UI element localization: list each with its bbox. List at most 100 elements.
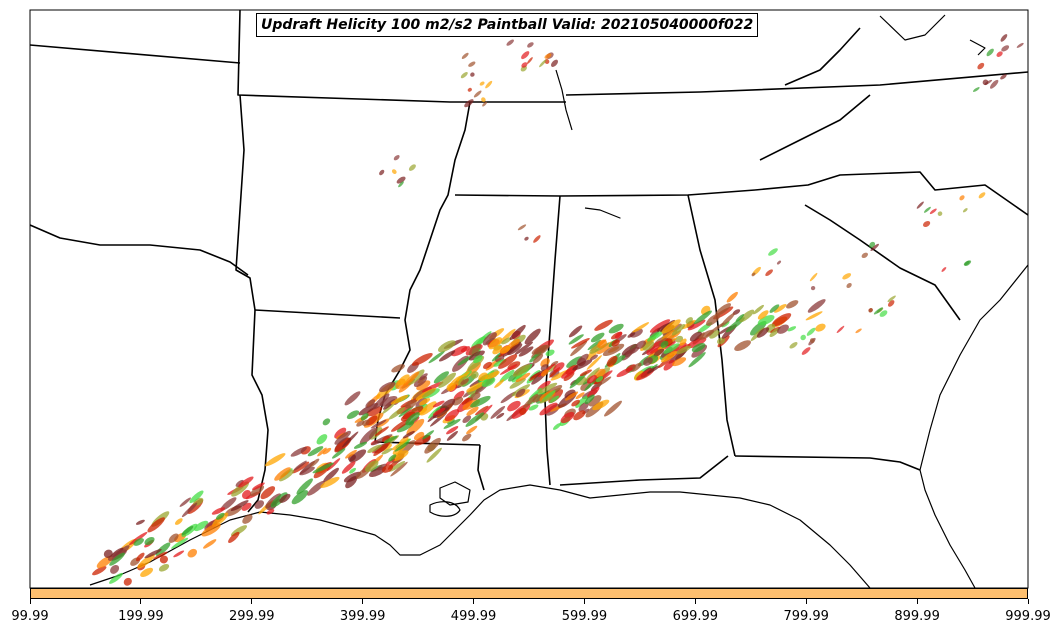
paintball-blob <box>203 539 217 549</box>
paintball-blob <box>564 391 579 401</box>
paintball-blob <box>573 410 586 421</box>
paintball-blob <box>485 80 493 89</box>
paintball-blob <box>590 354 598 361</box>
ohio-river <box>555 69 573 131</box>
paintball-blob <box>215 512 225 520</box>
paintball-blob <box>771 313 792 327</box>
paintball-blob <box>777 324 789 334</box>
paintball-blob <box>916 201 924 209</box>
paintball-blob <box>868 308 873 313</box>
paintball-blob <box>470 371 479 379</box>
paintball-blob <box>519 407 527 416</box>
paintball-blob <box>482 332 497 346</box>
paintball-blob <box>421 381 444 393</box>
paintball-blob <box>977 62 985 70</box>
paintball-blob <box>92 566 107 576</box>
paintball-blob <box>512 364 531 377</box>
paintball-blob <box>553 423 561 430</box>
paintball-blob <box>532 353 544 364</box>
paintball-blob <box>135 519 145 525</box>
paintball-blob <box>422 430 435 440</box>
paintball-blob <box>467 87 472 92</box>
border-ar-west <box>235 94 256 311</box>
paintball-blob <box>419 398 431 406</box>
paintball-blob <box>660 351 678 363</box>
paintball-blob <box>739 309 755 323</box>
paintball-blob <box>438 372 456 388</box>
paintball-blob <box>446 382 456 392</box>
paintball-blob <box>241 502 252 511</box>
paintball-blob <box>649 319 671 333</box>
colorbar-tick-mark <box>473 599 475 604</box>
paintball-blob <box>109 572 123 584</box>
paintball-blob <box>475 331 492 347</box>
paintball-blob <box>616 367 633 378</box>
paintball-blob <box>539 395 554 404</box>
paintball-blob <box>362 419 370 426</box>
paintball-blob <box>569 371 588 389</box>
colorbar-tick-mark <box>29 599 31 604</box>
paintball-blob <box>527 42 534 48</box>
border-tx-la <box>247 309 269 513</box>
paintball-blob <box>470 72 475 77</box>
paintball-blob <box>211 507 226 515</box>
colorbar-tick-mark <box>140 599 142 604</box>
paintball-blob <box>364 460 379 472</box>
paintball-blob <box>679 338 687 346</box>
paintball-blob <box>307 446 324 457</box>
paintball-blob <box>390 461 408 477</box>
paintball-blob <box>193 520 209 532</box>
paintball-blob <box>103 549 113 558</box>
colorbar-tick-label: 199.99 <box>118 609 164 624</box>
paintball-blob <box>238 476 254 488</box>
paintball-blob <box>360 413 369 421</box>
paintball-blob <box>550 59 559 67</box>
paintball-blob <box>498 354 518 369</box>
border-la-south-ms <box>374 441 481 446</box>
paintball-blob <box>465 412 485 427</box>
paintball-blob <box>842 273 852 280</box>
paintball-blob <box>426 447 442 463</box>
paintball-blob <box>787 326 797 332</box>
paintball-blob <box>279 469 295 482</box>
paintball-blob <box>444 409 460 422</box>
paintball-blob <box>390 395 409 405</box>
paintball-blob <box>575 392 585 400</box>
paintball-blob <box>235 479 244 487</box>
paintball-blob <box>526 57 533 64</box>
paintball-blob <box>290 446 307 457</box>
paintball-blob <box>490 405 506 419</box>
paintball-blob <box>587 386 600 398</box>
paintball-blob <box>786 300 799 309</box>
paintball-blob <box>521 51 530 60</box>
paintball-blob <box>345 449 357 459</box>
paintball-blob <box>433 371 449 384</box>
paintball-blob <box>584 367 600 382</box>
colorbar-tick-mark <box>362 599 364 604</box>
paintball-blob <box>344 391 361 406</box>
paintball-blob <box>589 344 601 354</box>
paintball-blob <box>228 531 240 543</box>
paintball-blob <box>447 419 455 425</box>
border-al-ga <box>687 194 736 457</box>
paintball-blob <box>734 340 751 351</box>
paintball-blob <box>576 353 589 366</box>
paintball-blob <box>809 272 818 282</box>
paintball-blob <box>481 377 496 388</box>
paintball-blob <box>698 329 714 340</box>
paintball-blob <box>579 369 592 377</box>
paintball-blob <box>381 464 394 473</box>
paintball-blob <box>468 343 482 356</box>
paintball-blob <box>123 577 132 586</box>
paintball-blob <box>398 181 404 188</box>
paintball-blob <box>411 352 433 366</box>
paintball-blob <box>996 51 1003 57</box>
paintball-blob <box>393 155 400 161</box>
colorbar-tick-mark <box>251 599 253 604</box>
paintball-blob <box>485 370 500 380</box>
paintball-blob <box>805 311 823 321</box>
paintball-blob <box>379 381 396 393</box>
paintball-blob <box>403 371 420 387</box>
paintball-blob <box>365 399 376 408</box>
paintball-blob <box>153 551 168 560</box>
